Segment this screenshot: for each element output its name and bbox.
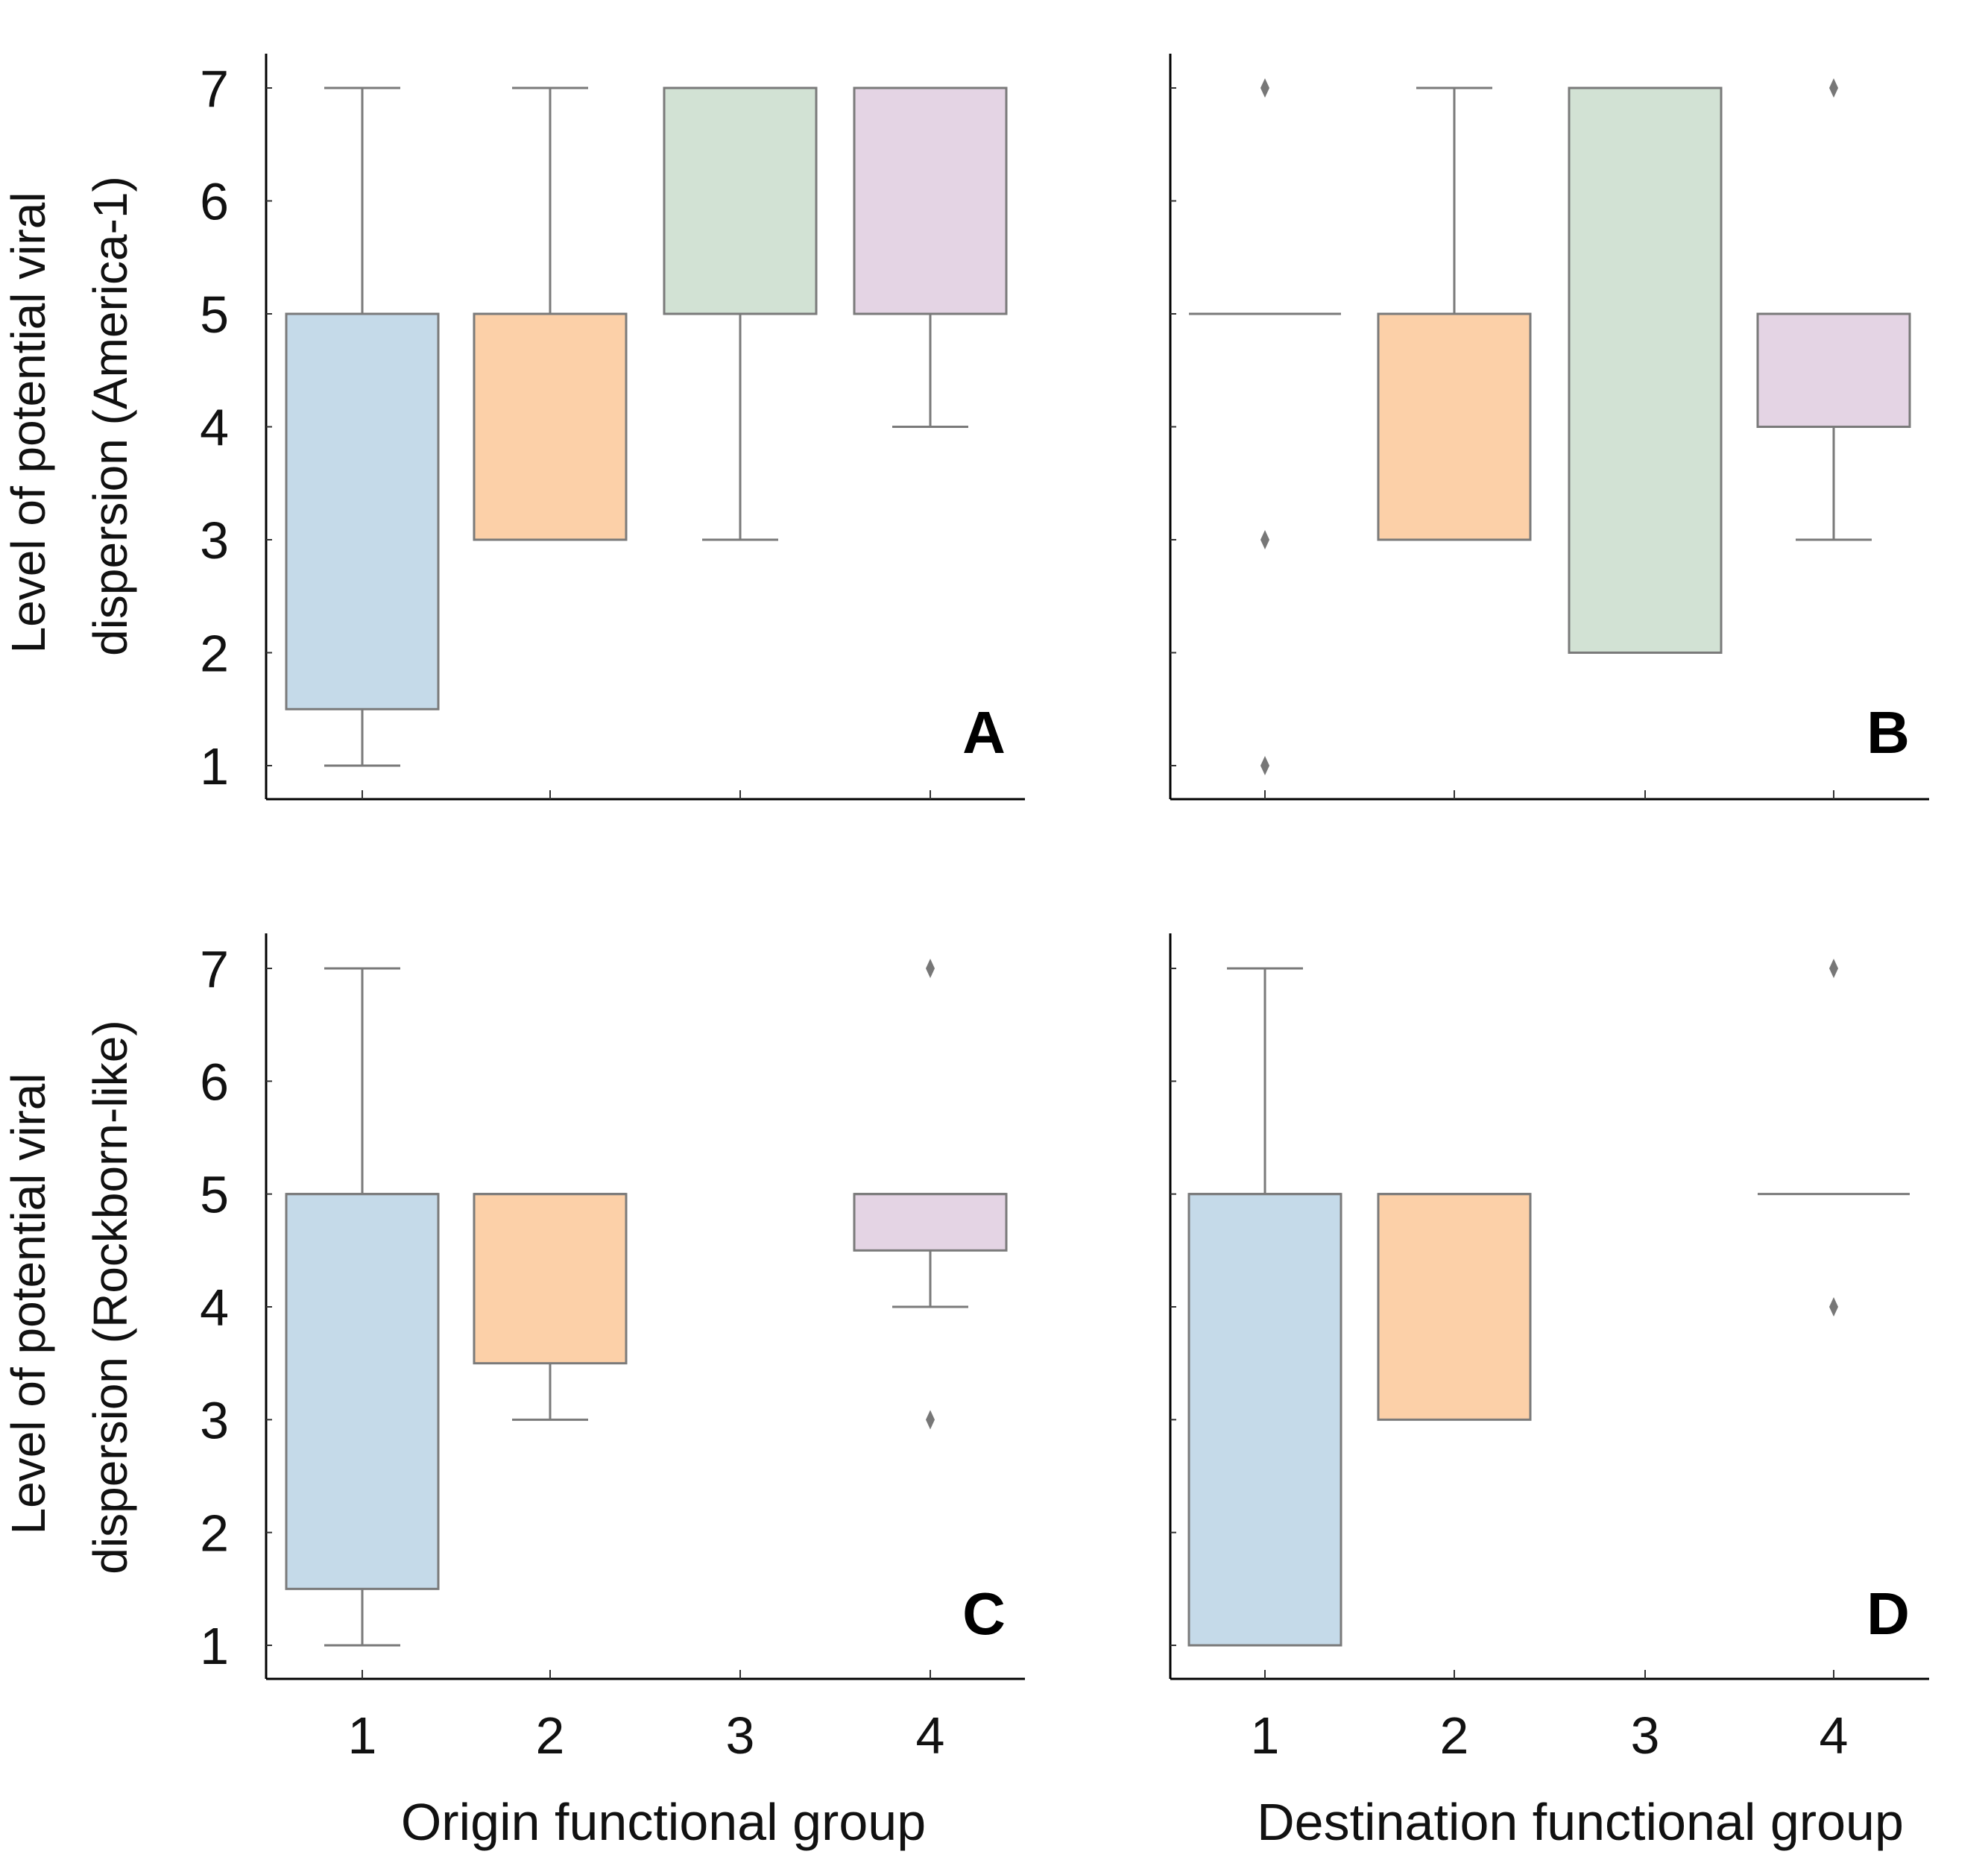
box-iqr <box>663 86 818 315</box>
box-iqr <box>1377 312 1532 541</box>
x-tick-label: 1 <box>348 1706 377 1765</box>
box-group-2 <box>1377 1193 1532 1421</box>
y-tick-label: 3 <box>200 511 229 570</box>
y-tick-label: 3 <box>200 1391 229 1449</box>
panel-letter: D <box>1866 1580 1910 1647</box>
y-tick-label: 6 <box>200 1053 229 1111</box>
row2-ylabel-line2: dispersion (Rockborn-like) <box>83 1020 137 1574</box>
y-tick-label: 1 <box>200 1617 229 1675</box>
y-tick-label: 5 <box>200 1166 229 1224</box>
outlier-marker <box>1829 1297 1838 1317</box>
x-tick-label: 2 <box>1440 1706 1469 1765</box>
box-group-2 <box>473 86 628 541</box>
y-tick-label: 6 <box>200 173 229 231</box>
box-iqr <box>473 1193 628 1365</box>
row2-ylabel-line1: Level of potential viral <box>1 1073 55 1534</box>
row1-ylabel-line2: dispersion (America-1) <box>83 176 137 656</box>
panel-d: 1 2 3 4D <box>1169 933 1929 1765</box>
panel-letter: C <box>962 1580 1006 1647</box>
outlier-marker <box>926 1410 935 1430</box>
y-tick-label: 7 <box>200 60 229 118</box>
y-tick-label: 1 <box>200 737 229 795</box>
y-tick-label: 4 <box>200 1279 229 1337</box>
y-tick-label: 2 <box>200 625 229 683</box>
panel-a: 1 2 3 4 5 6 7 A <box>200 54 1025 801</box>
box-group-4 <box>1758 959 1910 1317</box>
x-tick-label: 1 <box>1251 1706 1280 1765</box>
x-tick-label: 3 <box>726 1706 755 1765</box>
box-iqr <box>853 86 1008 315</box>
box-iqr <box>1377 1193 1532 1421</box>
outlier-marker <box>1260 756 1269 775</box>
box-group-4 <box>853 959 1008 1430</box>
panel-letter: A <box>962 699 1006 766</box>
box-iqr <box>1568 86 1723 654</box>
box-group-2 <box>1377 86 1532 541</box>
box-iqr <box>285 312 440 710</box>
row2-ylabel: Level of potential viral dispersion (Roc… <box>1 1020 137 1574</box>
y-tick-label: 5 <box>200 286 229 344</box>
box-group-1 <box>1187 967 1342 1647</box>
y-tick-label: 4 <box>200 399 229 457</box>
y-tick-label: 7 <box>200 940 229 998</box>
xlabel-destination: Destination functional group <box>1257 1793 1904 1851</box>
box-group-1 <box>1189 78 1341 775</box>
box-iqr <box>1756 312 1911 428</box>
outlier-marker <box>926 959 935 978</box>
box-iqr <box>853 1193 1008 1252</box>
outlier-marker <box>1829 959 1838 978</box>
box-group-4 <box>853 86 1008 428</box>
box-iqr <box>473 312 628 541</box>
x-tick-label: 4 <box>1820 1706 1849 1765</box>
outlier-marker <box>1829 78 1838 98</box>
box-group-3 <box>1568 86 1723 654</box>
outlier-marker <box>1260 530 1269 549</box>
row1-ylabel-line1: Level of potential viral <box>1 192 55 653</box>
x-tick-label: 4 <box>916 1706 945 1765</box>
x-tick-label: 2 <box>536 1706 565 1765</box>
panel-letter: B <box>1866 699 1910 766</box>
box-group-1 <box>285 86 440 767</box>
box-group-1 <box>285 967 440 1647</box>
panel-b: B <box>1169 54 1929 801</box>
y-tick-label: 2 <box>200 1504 229 1563</box>
box-iqr <box>1187 1193 1342 1647</box>
x-tick-label: 3 <box>1631 1706 1660 1765</box>
box-group-2 <box>473 1193 628 1421</box>
outlier-marker <box>1260 78 1269 98</box>
box-group-4 <box>1756 78 1911 541</box>
box-group-3 <box>663 86 818 541</box>
xlabel-origin: Origin functional group <box>401 1793 926 1851</box>
row1-ylabel: Level of potential viral dispersion (Ame… <box>1 176 137 656</box>
box-iqr <box>285 1193 440 1590</box>
